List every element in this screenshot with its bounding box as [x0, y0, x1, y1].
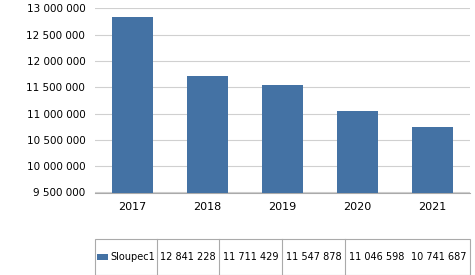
Text: Sloupec1: Sloupec1	[110, 252, 155, 262]
Text: 11 711 429: 11 711 429	[223, 252, 278, 262]
Text: 12 841 228: 12 841 228	[160, 252, 216, 262]
Bar	[262, 85, 303, 275]
Bar	[112, 16, 153, 275]
Bar	[187, 76, 228, 275]
Text: 10 741 687: 10 741 687	[411, 252, 466, 262]
Text: 11 547 878: 11 547 878	[285, 252, 342, 262]
Text: 11 046 598: 11 046 598	[349, 252, 404, 262]
Bar	[412, 127, 453, 275]
Bar	[337, 111, 378, 275]
